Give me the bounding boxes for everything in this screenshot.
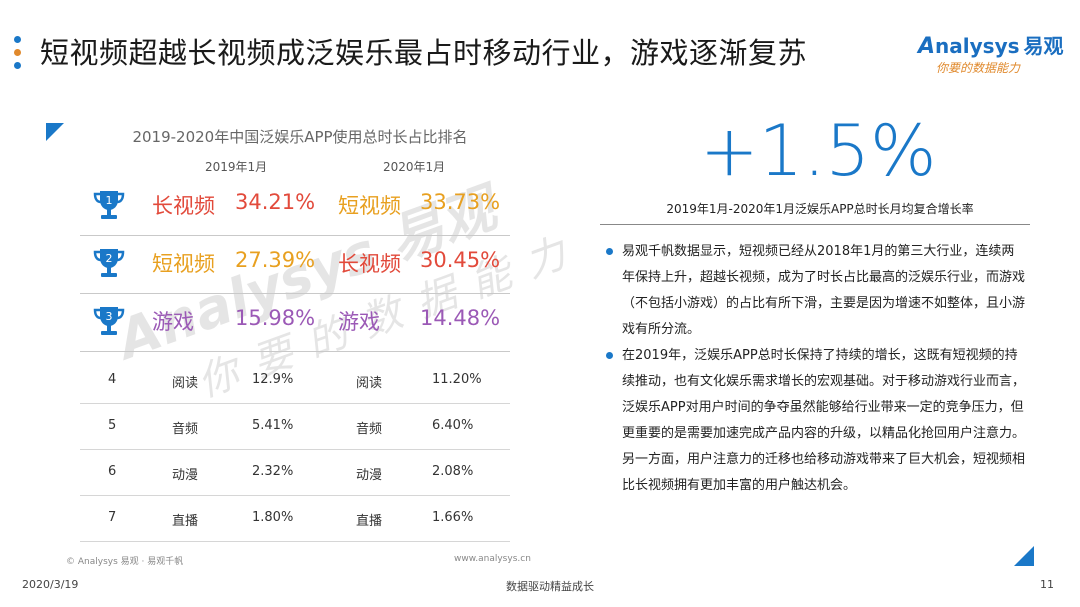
share-2019: 1.80% bbox=[252, 510, 294, 525]
category-2020: 音频 bbox=[356, 422, 383, 437]
trophy-icon: 1 bbox=[93, 191, 125, 219]
corner-triangle-icon bbox=[46, 123, 64, 141]
trophy-rank: 1 bbox=[106, 194, 113, 207]
share-2020: 14.48% bbox=[420, 306, 501, 330]
rank-number: 5 bbox=[108, 418, 117, 433]
ranking-row: 5 音频 5.41% 音频 6.40% bbox=[80, 404, 510, 450]
column-header-2020: 2020年1月 bbox=[383, 160, 446, 174]
rank-number: 7 bbox=[108, 510, 117, 525]
page-title: 短视频超越长视频成泛娱乐最占时移动行业，游戏逐渐复苏 bbox=[40, 36, 808, 70]
title-dot bbox=[14, 49, 21, 56]
title-dot bbox=[14, 36, 21, 43]
column-header-2019: 2019年1月 bbox=[205, 160, 268, 174]
rank-number: 6 bbox=[108, 464, 117, 479]
share-2019: 34.21% bbox=[235, 190, 316, 214]
logo-slogan: 你要的数据能力 bbox=[936, 61, 1021, 75]
share-2020: 33.73% bbox=[420, 190, 501, 214]
row-divider bbox=[80, 293, 510, 294]
share-2020: 11.20% bbox=[432, 372, 482, 387]
category-2019: 阅读 bbox=[172, 376, 199, 391]
row-divider bbox=[80, 403, 510, 404]
logo-initial: A bbox=[918, 34, 936, 59]
bullet-dot-icon bbox=[606, 248, 613, 255]
bullet-dot-icon bbox=[606, 352, 613, 359]
category-2020: 游戏 bbox=[338, 310, 380, 334]
share-2019: 27.39% bbox=[235, 248, 316, 272]
share-2019: 15.98% bbox=[235, 306, 316, 330]
category-2019: 动漫 bbox=[172, 468, 199, 483]
share-2019: 2.32% bbox=[252, 464, 294, 479]
trophy-rank: 2 bbox=[106, 252, 113, 265]
ranking-row-top: 1 长视频 34.21% 短视频 33.73% bbox=[80, 180, 510, 236]
share-2020: 2.08% bbox=[432, 464, 474, 479]
ranking-row: 7 直播 1.80% 直播 1.66% bbox=[80, 496, 510, 542]
ranking-row: 4 阅读 12.9% 阅读 11.20% bbox=[80, 358, 510, 404]
share-2019: 5.41% bbox=[252, 418, 294, 433]
row-divider bbox=[80, 541, 510, 542]
category-2019: 游戏 bbox=[152, 310, 194, 334]
title-dots bbox=[14, 36, 24, 75]
category-2020: 阅读 bbox=[356, 376, 383, 391]
bullet-point: 易观千帆数据显示，短视频已经从2018年1月的第三大行业，连续两年保持上升，超越… bbox=[606, 239, 1026, 343]
share-2020: 6.40% bbox=[432, 418, 474, 433]
divider bbox=[600, 224, 1030, 225]
ranking-title: 2019-2020年中国泛娱乐APP使用总时长占比排名 bbox=[132, 128, 468, 146]
share-2020: 30.45% bbox=[420, 248, 501, 272]
category-2020: 短视频 bbox=[338, 194, 401, 218]
row-divider bbox=[80, 351, 510, 352]
source-note: © Analysys 易观 · 易观千帆 bbox=[66, 557, 184, 567]
category-2019: 短视频 bbox=[152, 252, 215, 276]
corner-triangle-icon bbox=[1014, 546, 1034, 566]
analysys-logo: Analysys 易观 你要的数据能力 bbox=[918, 30, 1064, 76]
source-url: www.analysys.cn bbox=[454, 554, 531, 564]
trophy-rank: 3 bbox=[106, 310, 113, 323]
title-dot bbox=[14, 62, 21, 69]
category-2019: 音频 bbox=[172, 422, 199, 437]
footer-date: 2020/3/19 bbox=[22, 578, 79, 591]
ranking-row-top: 3 游戏 15.98% 游戏 14.48% bbox=[80, 296, 510, 352]
category-2019: 直播 bbox=[172, 514, 199, 529]
share-2020: 1.66% bbox=[432, 510, 474, 525]
trophy-icon: 2 bbox=[93, 249, 125, 277]
page-number: 11 bbox=[1040, 578, 1054, 591]
category-2019: 长视频 bbox=[152, 194, 215, 218]
logo-brand: nalysys bbox=[935, 34, 1020, 58]
share-2019: 12.9% bbox=[252, 372, 294, 387]
logo-cn: 易观 bbox=[1023, 34, 1064, 58]
footer-slogan: 数据驱动精益成长 bbox=[506, 580, 594, 593]
ranking-row: 6 动漫 2.32% 动漫 2.08% bbox=[80, 450, 510, 496]
bullet-text: 在2019年，泛娱乐APP总时长保持了持续的增长，这既有短视频的持续推动，也有文… bbox=[622, 348, 1026, 493]
ranking-row-top: 2 短视频 27.39% 长视频 30.45% bbox=[80, 238, 510, 294]
row-divider bbox=[80, 235, 510, 236]
growth-value: +1.5% bbox=[700, 110, 937, 192]
rank-number: 4 bbox=[108, 372, 117, 387]
growth-caption: 2019年1月-2020年1月泛娱乐APP总时长月均复合增长率 bbox=[666, 202, 974, 216]
analysis-bullets: 易观千帆数据显示，短视频已经从2018年1月的第三大行业，连续两年保持上升，超越… bbox=[606, 239, 1026, 499]
category-2020: 长视频 bbox=[338, 252, 401, 276]
bullet-point: 在2019年，泛娱乐APP总时长保持了持续的增长，这既有短视频的持续推动，也有文… bbox=[606, 343, 1026, 499]
bullet-text: 易观千帆数据显示，短视频已经从2018年1月的第三大行业，连续两年保持上升，超越… bbox=[622, 244, 1026, 337]
row-divider bbox=[80, 495, 510, 496]
category-2020: 动漫 bbox=[356, 468, 383, 483]
trophy-icon: 3 bbox=[93, 307, 125, 335]
row-divider bbox=[80, 449, 510, 450]
category-2020: 直播 bbox=[356, 514, 383, 529]
